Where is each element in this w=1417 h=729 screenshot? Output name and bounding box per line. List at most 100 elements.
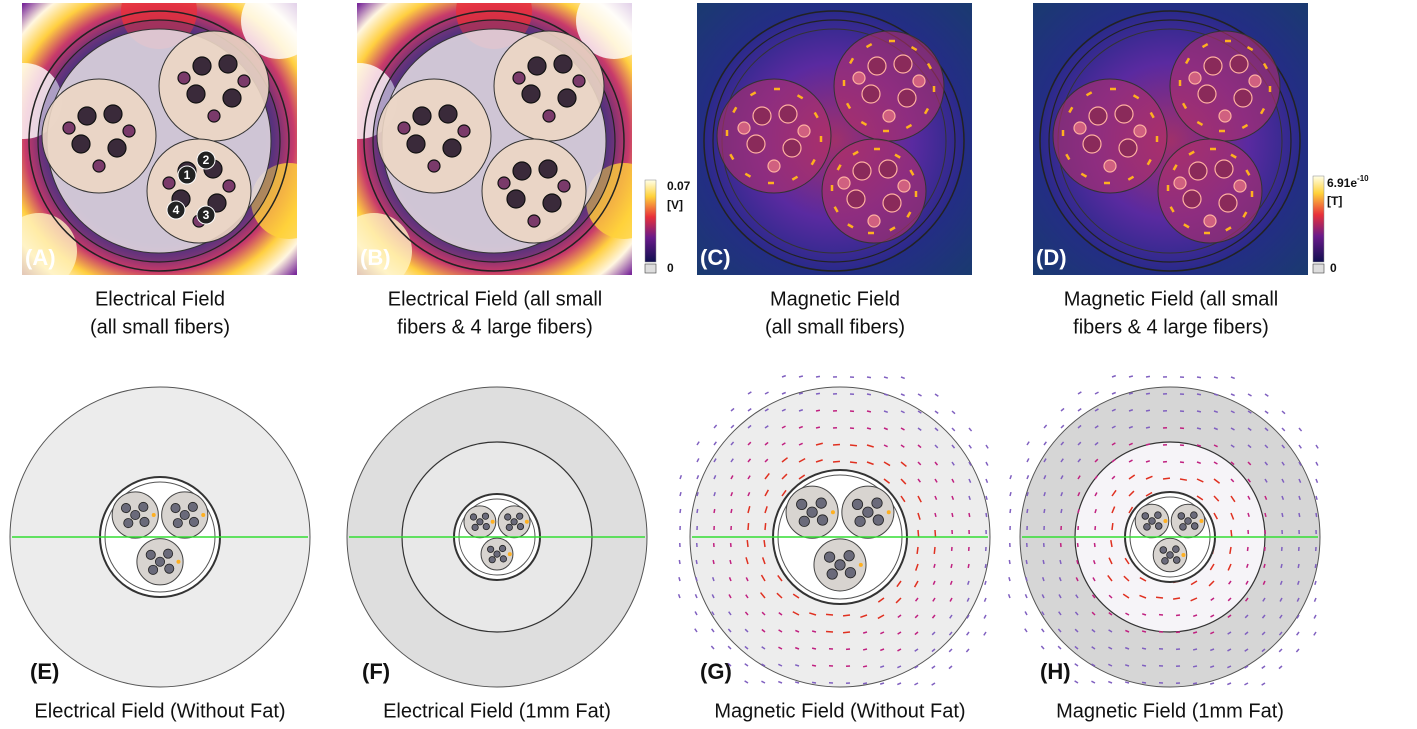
field-arrow xyxy=(1146,444,1150,445)
field-arrow xyxy=(812,631,816,632)
fiber xyxy=(482,513,488,519)
field-arrow xyxy=(1095,392,1099,394)
field-arrow xyxy=(1094,543,1095,547)
fiber xyxy=(1144,524,1151,531)
field-arrow xyxy=(1247,547,1248,551)
field-arrow xyxy=(1316,479,1317,483)
field-arrow xyxy=(731,425,734,428)
fiber xyxy=(816,498,826,508)
field-arrow xyxy=(731,509,732,513)
field-arrow xyxy=(1010,475,1011,479)
fiber xyxy=(165,564,174,573)
fiber xyxy=(78,107,96,125)
field-arrow xyxy=(863,649,867,650)
fiber xyxy=(796,499,806,509)
field-arrow xyxy=(679,577,680,581)
field-arrow xyxy=(799,376,803,377)
fiber xyxy=(513,162,531,180)
fiber xyxy=(458,125,470,137)
field-arrow xyxy=(984,615,986,619)
fiber xyxy=(63,122,75,134)
fiber xyxy=(1142,513,1149,520)
field-arrow xyxy=(1146,393,1150,394)
fiber xyxy=(189,517,198,526)
field-dot xyxy=(1181,553,1185,557)
field-arrow xyxy=(816,376,820,377)
fiber xyxy=(852,499,862,509)
field-arrow xyxy=(679,594,680,598)
fiber xyxy=(155,557,164,566)
field-arrow xyxy=(1265,513,1266,517)
field-arrow xyxy=(969,513,970,517)
fascicle xyxy=(717,79,831,193)
fiber xyxy=(1189,162,1207,180)
field-arrow xyxy=(764,540,765,547)
field-arrow xyxy=(1176,615,1180,616)
field-arrow xyxy=(697,475,699,479)
field-arrow xyxy=(1058,646,1061,649)
fascicle xyxy=(494,31,604,141)
fiber xyxy=(522,85,540,103)
field-arrow xyxy=(1197,377,1201,378)
field-arrow xyxy=(1156,597,1163,598)
field-arrow xyxy=(778,682,782,683)
field-arrow xyxy=(1061,408,1064,411)
field-arrow xyxy=(1078,509,1079,513)
field-arrow xyxy=(932,683,935,685)
fiber xyxy=(913,75,925,87)
field-arrow xyxy=(986,479,987,483)
field-arrow xyxy=(680,475,681,479)
panel-label: (B) xyxy=(360,245,391,270)
fiber xyxy=(768,160,780,172)
field-arrow xyxy=(1025,594,1027,598)
field-arrow xyxy=(1026,560,1027,564)
field-arrow xyxy=(728,646,731,649)
field-arrow xyxy=(843,615,850,616)
caption: Magnetic Field (1mm Fat) xyxy=(1056,700,1284,722)
field-arrow xyxy=(850,445,857,446)
fiber xyxy=(827,569,837,579)
fiber xyxy=(1183,190,1201,208)
field-dot xyxy=(525,520,529,524)
field-arrow xyxy=(697,442,699,445)
fiber xyxy=(472,524,478,530)
exponent: -10 xyxy=(1357,174,1369,183)
fiber xyxy=(1191,523,1198,530)
field-arrow xyxy=(949,666,952,669)
field-arrow xyxy=(812,682,816,683)
panel-label: (H) xyxy=(1040,659,1071,684)
fiber xyxy=(898,180,910,192)
fiber xyxy=(511,519,517,525)
colorbar-unit: [T] xyxy=(1327,194,1342,208)
field-arrow xyxy=(1314,598,1316,602)
field-arrow xyxy=(1282,513,1283,517)
field-arrow xyxy=(863,683,867,684)
field-dot xyxy=(887,510,891,514)
fiber xyxy=(798,125,810,137)
field-arrow xyxy=(986,496,987,500)
fiber xyxy=(483,523,489,529)
field-arrow xyxy=(1197,411,1201,412)
field-arrow xyxy=(1142,665,1146,666)
fiber xyxy=(1180,524,1187,531)
fiber xyxy=(443,139,461,157)
fiber xyxy=(1234,89,1252,107)
field-arrow xyxy=(1316,496,1317,500)
field-arrow xyxy=(984,632,986,635)
fascicle xyxy=(159,31,269,141)
field-arrow xyxy=(1262,666,1265,668)
field-arrow xyxy=(1314,615,1316,619)
field-arrow xyxy=(1041,646,1044,649)
fiber xyxy=(93,160,105,172)
field-arrow xyxy=(1078,392,1081,394)
field-arrow xyxy=(1279,649,1282,652)
field-arrow xyxy=(1197,428,1201,429)
field-arrow xyxy=(934,547,935,554)
fascicle xyxy=(377,79,491,193)
fiber xyxy=(1185,518,1192,525)
fiber xyxy=(121,503,130,512)
field-arrow xyxy=(952,428,955,431)
field-arrow xyxy=(1025,611,1027,615)
field-arrow xyxy=(1146,410,1150,411)
fiber xyxy=(799,516,809,526)
